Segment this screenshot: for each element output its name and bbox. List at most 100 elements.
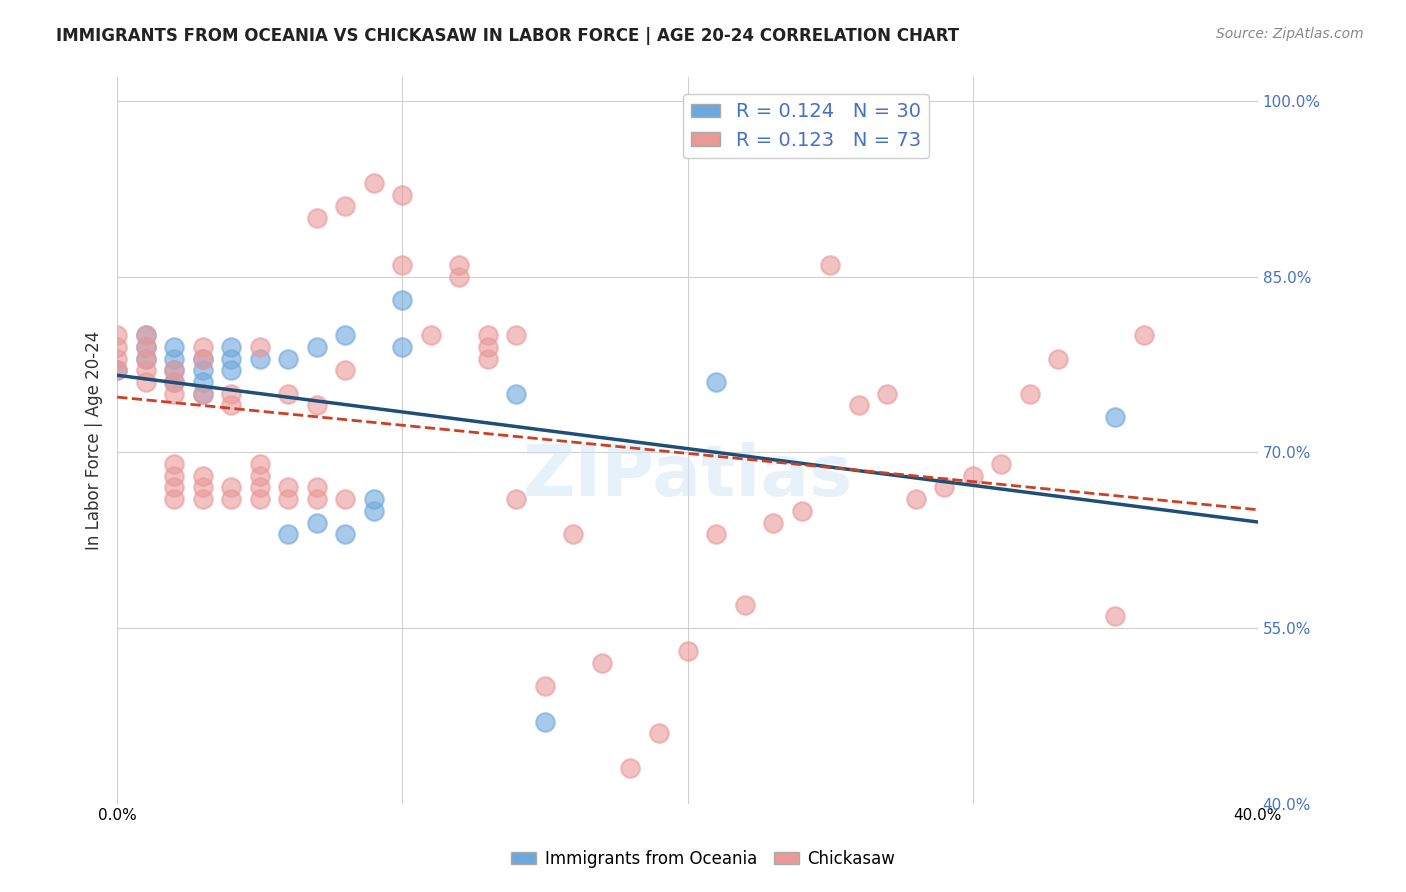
Point — [305, 211, 328, 225]
Point — [163, 363, 186, 377]
Point — [704, 527, 727, 541]
Point — [363, 176, 385, 190]
Point — [391, 187, 413, 202]
Point — [704, 375, 727, 389]
Point — [619, 762, 641, 776]
Point — [249, 468, 271, 483]
Point — [135, 375, 157, 389]
Point — [335, 363, 357, 377]
Point — [163, 492, 186, 507]
Point — [1018, 386, 1040, 401]
Point — [848, 398, 870, 412]
Point — [249, 492, 271, 507]
Point — [762, 516, 785, 530]
Point — [135, 351, 157, 366]
Point — [876, 386, 898, 401]
Point — [818, 258, 841, 272]
Point — [163, 386, 186, 401]
Point — [249, 457, 271, 471]
Point — [335, 199, 357, 213]
Point — [105, 351, 128, 366]
Point — [191, 468, 214, 483]
Point — [135, 328, 157, 343]
Point — [335, 527, 357, 541]
Point — [591, 656, 613, 670]
Point — [391, 258, 413, 272]
Point — [191, 386, 214, 401]
Point — [534, 680, 557, 694]
Point — [277, 386, 299, 401]
Point — [135, 328, 157, 343]
Point — [249, 340, 271, 354]
Point — [676, 644, 699, 658]
Point — [105, 340, 128, 354]
Point — [477, 328, 499, 343]
Point — [277, 492, 299, 507]
Point — [191, 351, 214, 366]
Point — [477, 351, 499, 366]
Point — [1047, 351, 1070, 366]
Point — [219, 480, 242, 494]
Point — [391, 340, 413, 354]
Point — [191, 375, 214, 389]
Point — [249, 351, 271, 366]
Point — [562, 527, 585, 541]
Point — [219, 386, 242, 401]
Point — [191, 340, 214, 354]
Point — [277, 351, 299, 366]
Point — [1104, 410, 1126, 425]
Point — [477, 340, 499, 354]
Text: Source: ZipAtlas.com: Source: ZipAtlas.com — [1216, 27, 1364, 41]
Point — [219, 351, 242, 366]
Point — [505, 328, 527, 343]
Point — [163, 468, 186, 483]
Point — [934, 480, 956, 494]
Point — [904, 492, 927, 507]
Point — [191, 363, 214, 377]
Point — [734, 598, 756, 612]
Point — [505, 492, 527, 507]
Point — [335, 328, 357, 343]
Text: ZIPatlas: ZIPatlas — [523, 442, 852, 511]
Point — [1132, 328, 1154, 343]
Legend: Immigrants from Oceania, Chickasaw: Immigrants from Oceania, Chickasaw — [505, 844, 901, 875]
Point — [990, 457, 1012, 471]
Point — [391, 293, 413, 307]
Point — [534, 714, 557, 729]
Point — [105, 363, 128, 377]
Point — [163, 375, 186, 389]
Point — [105, 328, 128, 343]
Text: IMMIGRANTS FROM OCEANIA VS CHICKASAW IN LABOR FORCE | AGE 20-24 CORRELATION CHAR: IMMIGRANTS FROM OCEANIA VS CHICKASAW IN … — [56, 27, 959, 45]
Point — [219, 398, 242, 412]
Y-axis label: In Labor Force | Age 20-24: In Labor Force | Age 20-24 — [86, 331, 103, 550]
Point — [305, 340, 328, 354]
Point — [163, 351, 186, 366]
Point — [135, 363, 157, 377]
Point — [135, 340, 157, 354]
Point — [163, 363, 186, 377]
Point — [335, 492, 357, 507]
Point — [305, 492, 328, 507]
Point — [962, 468, 984, 483]
Point — [191, 386, 214, 401]
Point — [135, 340, 157, 354]
Point — [219, 492, 242, 507]
Point — [449, 258, 471, 272]
Point — [305, 516, 328, 530]
Point — [305, 398, 328, 412]
Point — [505, 386, 527, 401]
Point — [135, 351, 157, 366]
Point — [363, 504, 385, 518]
Point — [419, 328, 441, 343]
Point — [363, 492, 385, 507]
Point — [163, 480, 186, 494]
Point — [648, 726, 671, 740]
Point — [105, 363, 128, 377]
Point — [449, 269, 471, 284]
Point — [191, 492, 214, 507]
Point — [277, 527, 299, 541]
Point — [163, 457, 186, 471]
Point — [191, 351, 214, 366]
Point — [277, 480, 299, 494]
Point — [163, 340, 186, 354]
